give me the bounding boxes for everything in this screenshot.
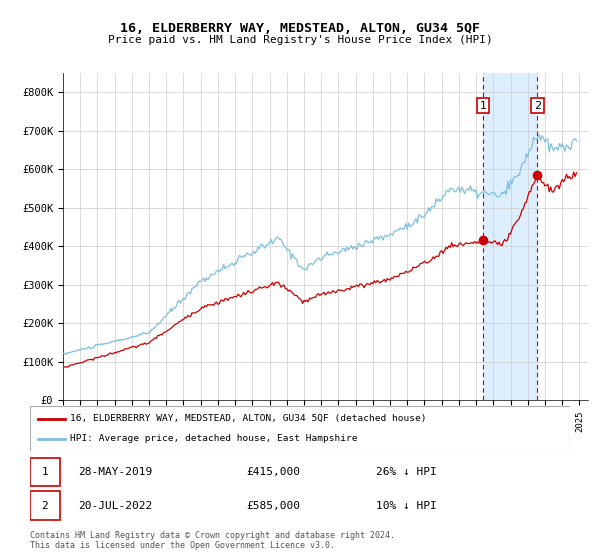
Text: 20-JUL-2022: 20-JUL-2022 xyxy=(79,501,153,511)
Bar xyxy=(30,491,60,520)
Text: 26% ↓ HPI: 26% ↓ HPI xyxy=(376,468,436,477)
Bar xyxy=(483,73,537,400)
Text: 10% ↓ HPI: 10% ↓ HPI xyxy=(376,501,436,511)
Bar xyxy=(30,458,60,487)
Text: 1: 1 xyxy=(479,101,487,110)
Text: HPI: Average price, detached house, East Hampshire: HPI: Average price, detached house, East… xyxy=(71,434,358,443)
Text: £585,000: £585,000 xyxy=(246,501,300,511)
Text: 28-MAY-2019: 28-MAY-2019 xyxy=(79,468,153,477)
Text: 16, ELDERBERRY WAY, MEDSTEAD, ALTON, GU34 5QF (detached house): 16, ELDERBERRY WAY, MEDSTEAD, ALTON, GU3… xyxy=(71,414,427,423)
Text: Price paid vs. HM Land Registry's House Price Index (HPI): Price paid vs. HM Land Registry's House … xyxy=(107,35,493,45)
Text: 1: 1 xyxy=(41,468,48,477)
Text: 16, ELDERBERRY WAY, MEDSTEAD, ALTON, GU34 5QF: 16, ELDERBERRY WAY, MEDSTEAD, ALTON, GU3… xyxy=(120,22,480,35)
Text: Contains HM Land Registry data © Crown copyright and database right 2024.
This d: Contains HM Land Registry data © Crown c… xyxy=(30,531,395,550)
Text: £415,000: £415,000 xyxy=(246,468,300,477)
Text: 2: 2 xyxy=(41,501,48,511)
Text: 2: 2 xyxy=(533,101,541,110)
